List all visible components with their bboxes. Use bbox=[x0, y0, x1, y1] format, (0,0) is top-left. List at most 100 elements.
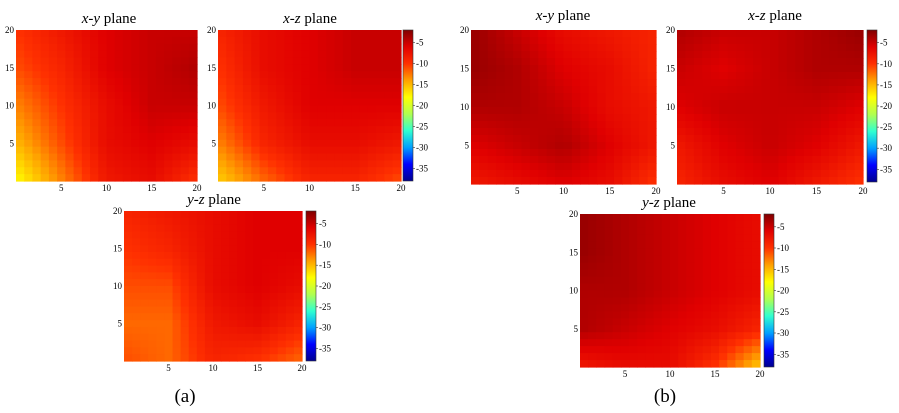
heatmap-cell bbox=[106, 105, 116, 113]
heatmap-cell bbox=[719, 149, 729, 157]
heatmap-cell bbox=[65, 132, 75, 141]
heatmap-cell bbox=[140, 313, 149, 321]
heatmap-cell bbox=[605, 100, 615, 108]
heatmap-cell bbox=[221, 258, 230, 267]
heatmap-cell bbox=[392, 105, 402, 113]
heatmap-cell bbox=[829, 121, 839, 129]
heatmap-cell bbox=[653, 241, 663, 250]
heatmap-cell bbox=[251, 71, 261, 79]
heatmap-cell bbox=[229, 313, 238, 321]
heatmap-cell bbox=[234, 126, 244, 134]
heatmap-cell bbox=[487, 86, 497, 94]
heatmap-cell bbox=[645, 311, 655, 319]
heatmap-cell bbox=[686, 234, 696, 243]
heatmap-cell bbox=[487, 44, 497, 52]
heatmap-cell bbox=[727, 339, 737, 347]
heatmap-cell bbox=[301, 153, 311, 162]
heatmap-cell bbox=[727, 283, 737, 292]
heatmap-cell bbox=[504, 58, 514, 66]
heatmap-cell bbox=[661, 255, 671, 264]
heatmap-cell bbox=[164, 251, 174, 260]
heatmap-cell bbox=[795, 37, 805, 45]
heatmap-cell bbox=[694, 346, 704, 354]
heatmap-cell bbox=[81, 98, 91, 107]
heatmap-cell bbox=[253, 279, 263, 287]
heatmap-cell bbox=[40, 71, 50, 79]
heatmap-cell bbox=[653, 214, 663, 222]
heatmap-cell bbox=[702, 51, 712, 59]
heatmap-cell bbox=[24, 174, 34, 182]
heatmap-cell bbox=[124, 224, 133, 233]
heatmap-cell bbox=[630, 135, 640, 143]
heatmap-cell bbox=[65, 167, 75, 175]
heatmap-cell bbox=[114, 43, 124, 52]
heatmap-cell bbox=[693, 44, 703, 52]
heatmap-cell bbox=[376, 64, 385, 72]
heatmap-cell bbox=[147, 139, 157, 148]
heatmap-cell bbox=[630, 79, 640, 87]
heatmap-cell bbox=[326, 174, 336, 182]
heatmap-cell bbox=[237, 306, 246, 314]
colorbar-tick-label: -30 bbox=[880, 143, 892, 153]
heatmap-cell bbox=[521, 142, 531, 150]
x-tick-label: 10 bbox=[209, 363, 219, 373]
heatmap-cell bbox=[376, 119, 385, 127]
heatmap-cell bbox=[98, 98, 108, 107]
heatmap-cell bbox=[376, 84, 385, 93]
heatmap-cell bbox=[342, 146, 352, 155]
heatmap-cell bbox=[678, 227, 687, 236]
heatmap-cell bbox=[677, 170, 687, 178]
heatmap-cell bbox=[317, 119, 327, 127]
heatmap-cell bbox=[147, 119, 157, 127]
heatmap-cell bbox=[837, 170, 847, 178]
heatmap-cell bbox=[604, 360, 614, 368]
heatmap-cell bbox=[479, 51, 489, 59]
heatmap-cell bbox=[471, 72, 481, 80]
heatmap-cell bbox=[529, 44, 539, 52]
heatmap-cell bbox=[795, 149, 805, 157]
heatmap-cell bbox=[164, 71, 173, 79]
heatmap-cell bbox=[710, 283, 720, 292]
heatmap-cell bbox=[16, 91, 25, 100]
heatmap-cell bbox=[81, 112, 91, 120]
heatmap-cell bbox=[795, 128, 805, 136]
heatmap-cell bbox=[16, 64, 25, 72]
heatmap-cell bbox=[384, 153, 394, 162]
heatmap-cell bbox=[155, 36, 165, 45]
heatmap-cell bbox=[479, 128, 489, 136]
heatmap-cell bbox=[326, 167, 336, 175]
heatmap-cell bbox=[820, 51, 830, 59]
heatmap-cell bbox=[686, 311, 696, 319]
colorbar-tick-label: -20 bbox=[777, 286, 789, 296]
heatmap-cell bbox=[677, 79, 687, 87]
heatmap-cell bbox=[251, 146, 261, 155]
heatmap-cell bbox=[735, 283, 745, 292]
heatmap-cell bbox=[269, 292, 279, 301]
heatmap-cell bbox=[301, 139, 311, 148]
heatmap-cell bbox=[504, 156, 514, 164]
heatmap-cell bbox=[812, 30, 822, 38]
heatmap-cell bbox=[604, 353, 614, 361]
heatmap-cell bbox=[588, 37, 598, 45]
heatmap-cell bbox=[204, 286, 214, 294]
heatmap-cell bbox=[702, 135, 712, 143]
heatmap-cell bbox=[351, 43, 361, 52]
heatmap-cell bbox=[571, 65, 581, 73]
heatmap-cell bbox=[180, 224, 190, 233]
heatmap-cell bbox=[242, 30, 252, 38]
heatmap-cell bbox=[761, 79, 771, 87]
heatmap-cell bbox=[693, 65, 703, 73]
heatmap-cell bbox=[677, 107, 687, 115]
heatmap-cell bbox=[40, 119, 50, 127]
heatmap-cell bbox=[795, 177, 805, 185]
heatmap-cell bbox=[334, 50, 344, 59]
heatmap-cell bbox=[148, 251, 157, 260]
heatmap-cell bbox=[57, 98, 66, 107]
heatmap-cell bbox=[678, 353, 687, 361]
heatmap-cell bbox=[218, 71, 227, 79]
heatmap-cell bbox=[670, 311, 679, 319]
heatmap-cell bbox=[155, 139, 165, 148]
heatmap-cell bbox=[392, 64, 402, 72]
heatmap-cell bbox=[131, 30, 141, 38]
